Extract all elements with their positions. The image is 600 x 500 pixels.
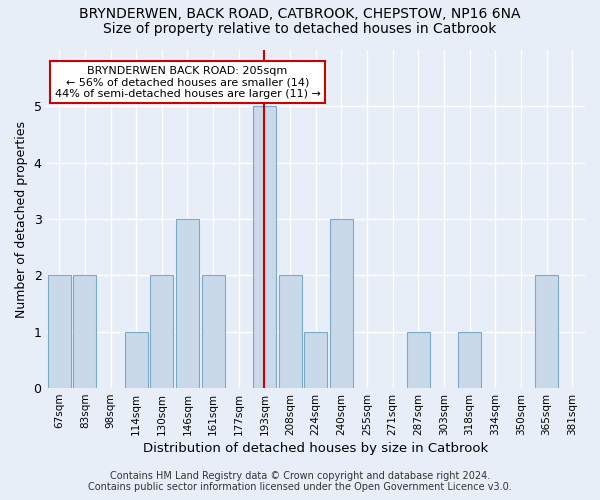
Bar [407, 332, 430, 388]
Bar [253, 106, 276, 388]
Y-axis label: Number of detached properties: Number of detached properties [15, 120, 28, 318]
Text: Size of property relative to detached houses in Catbrook: Size of property relative to detached ho… [103, 22, 497, 36]
Text: BRYNDERWEN BACK ROAD: 205sqm
← 56% of detached houses are smaller (14)
44% of se: BRYNDERWEN BACK ROAD: 205sqm ← 56% of de… [55, 66, 320, 99]
Bar [176, 219, 199, 388]
Bar [535, 276, 558, 388]
Bar [304, 332, 327, 388]
Text: Contains HM Land Registry data © Crown copyright and database right 2024.
Contai: Contains HM Land Registry data © Crown c… [88, 471, 512, 492]
Bar [47, 276, 71, 388]
Bar [125, 332, 148, 388]
Bar [278, 276, 302, 388]
Text: BRYNDERWEN, BACK ROAD, CATBROOK, CHEPSTOW, NP16 6NA: BRYNDERWEN, BACK ROAD, CATBROOK, CHEPSTO… [79, 8, 521, 22]
Bar [330, 219, 353, 388]
Bar [202, 276, 224, 388]
Bar [73, 276, 97, 388]
Bar [458, 332, 481, 388]
Bar [150, 276, 173, 388]
X-axis label: Distribution of detached houses by size in Catbrook: Distribution of detached houses by size … [143, 442, 488, 455]
